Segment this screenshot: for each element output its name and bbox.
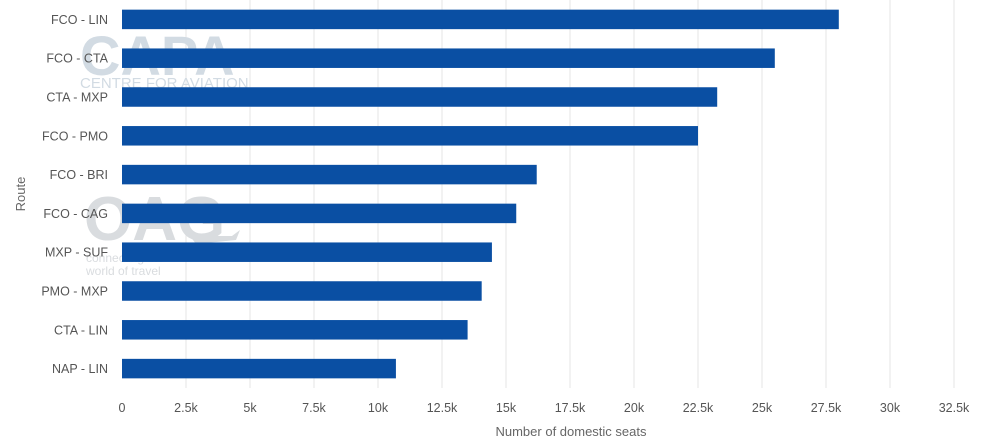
- oag-watermark-tagline-2: world of travel: [85, 264, 161, 278]
- x-tick-label: 32.5k: [939, 401, 970, 415]
- bar[interactable]: [122, 320, 468, 340]
- x-tick-label: 2.5k: [174, 401, 198, 415]
- x-tick-label: 12.5k: [427, 401, 458, 415]
- plane-icon: [190, 230, 240, 244]
- x-axis-labels: 0 2.5k 5k 7.5k 10k 12.5k 15k 17.5k 20k 22.5k 25k 27…: [119, 401, 971, 415]
- bar[interactable]: [122, 48, 775, 68]
- y-tick-label: CTA - MXP: [46, 91, 108, 105]
- x-tick-label: 25k: [752, 401, 773, 415]
- bar[interactable]: [122, 281, 482, 301]
- y-tick-label: CTA - LIN: [54, 323, 108, 337]
- y-tick-label: NAP - LIN: [52, 362, 108, 376]
- y-axis-title: Route: [13, 177, 28, 212]
- y-tick-label: FCO - PMO: [42, 129, 108, 143]
- y-tick-label: FCO - CAG: [43, 207, 108, 221]
- x-tick-label: 30k: [880, 401, 901, 415]
- x-tick-label: 27.5k: [811, 401, 842, 415]
- y-tick-label: PMO - MXP: [41, 285, 108, 299]
- bar[interactable]: [122, 9, 839, 30]
- bar[interactable]: [122, 126, 698, 146]
- bars: [122, 9, 839, 379]
- x-tick-label: 17.5k: [555, 401, 586, 415]
- y-tick-label: MXP - SUF: [45, 246, 108, 260]
- x-tick-label: 20k: [624, 401, 645, 415]
- y-tick-label: FCO - BRI: [50, 168, 108, 182]
- y-tick-label: FCO - CTA: [46, 52, 108, 66]
- bar[interactable]: [122, 164, 537, 185]
- y-tick-label: FCO - LIN: [51, 13, 108, 27]
- bar[interactable]: [122, 87, 718, 107]
- bar[interactable]: [122, 242, 492, 262]
- y-axis-labels: FCO - LIN FCO - CTA CTA - MXP FCO - PMO FCO …: [41, 13, 108, 376]
- x-tick-label: 22.5k: [683, 401, 714, 415]
- x-tick-label: 0: [119, 401, 126, 415]
- x-tick-label: 15k: [496, 401, 517, 415]
- x-tick-label: 5k: [243, 401, 257, 415]
- x-axis-title: Number of domestic seats: [495, 424, 647, 439]
- bar[interactable]: [122, 203, 517, 224]
- x-tick-label: 7.5k: [302, 401, 326, 415]
- x-tick-label: 10k: [368, 401, 389, 415]
- bar[interactable]: [122, 358, 396, 379]
